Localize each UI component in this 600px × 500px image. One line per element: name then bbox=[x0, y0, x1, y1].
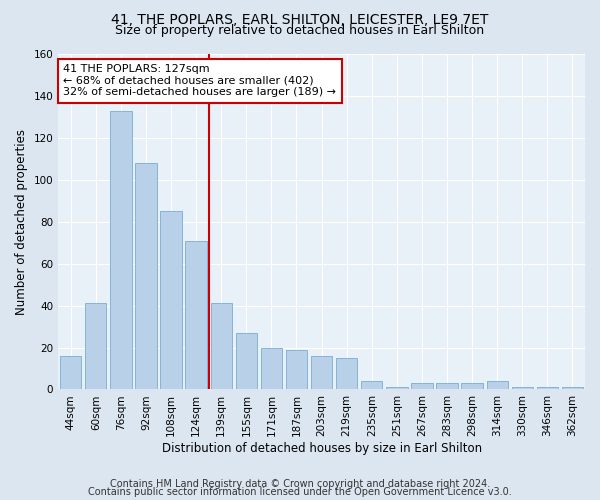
X-axis label: Distribution of detached houses by size in Earl Shilton: Distribution of detached houses by size … bbox=[161, 442, 482, 455]
Bar bbox=[185, 240, 207, 390]
Bar bbox=[211, 304, 232, 390]
Bar bbox=[286, 350, 307, 390]
Bar bbox=[436, 383, 458, 390]
Bar bbox=[261, 348, 282, 390]
Text: 41, THE POPLARS, EARL SHILTON, LEICESTER, LE9 7ET: 41, THE POPLARS, EARL SHILTON, LEICESTER… bbox=[112, 12, 488, 26]
Bar bbox=[336, 358, 358, 390]
Bar bbox=[236, 333, 257, 390]
Bar bbox=[562, 388, 583, 390]
Text: Size of property relative to detached houses in Earl Shilton: Size of property relative to detached ho… bbox=[115, 24, 485, 37]
Bar bbox=[60, 356, 82, 390]
Bar bbox=[537, 388, 558, 390]
Text: Contains public sector information licensed under the Open Government Licence v3: Contains public sector information licen… bbox=[88, 487, 512, 497]
Bar bbox=[311, 356, 332, 390]
Bar bbox=[361, 381, 382, 390]
Bar bbox=[386, 388, 407, 390]
Bar bbox=[461, 383, 483, 390]
Text: Contains HM Land Registry data © Crown copyright and database right 2024.: Contains HM Land Registry data © Crown c… bbox=[110, 479, 490, 489]
Y-axis label: Number of detached properties: Number of detached properties bbox=[15, 128, 28, 314]
Bar bbox=[411, 383, 433, 390]
Bar bbox=[110, 110, 131, 390]
Bar bbox=[487, 381, 508, 390]
Bar bbox=[512, 388, 533, 390]
Bar bbox=[85, 304, 106, 390]
Text: 41 THE POPLARS: 127sqm
← 68% of detached houses are smaller (402)
32% of semi-de: 41 THE POPLARS: 127sqm ← 68% of detached… bbox=[64, 64, 337, 98]
Bar bbox=[136, 163, 157, 390]
Bar bbox=[160, 211, 182, 390]
